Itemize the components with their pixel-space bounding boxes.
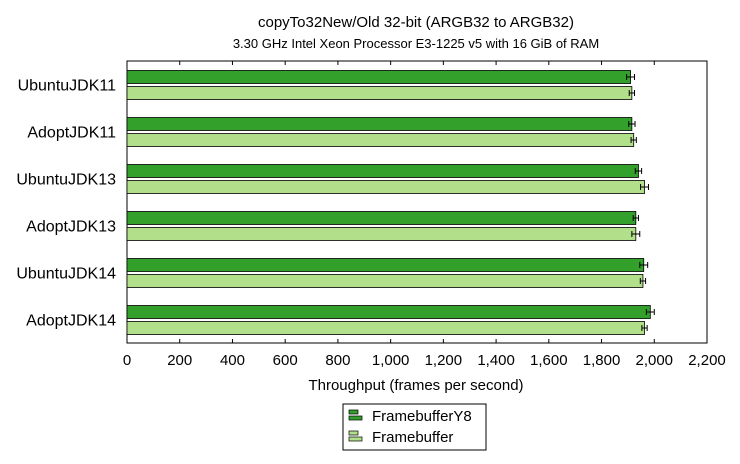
legend-frame — [342, 403, 487, 451]
bar-framebuffery8-adoptjdk13 — [126, 211, 637, 225]
bar-framebuffery8-ubuntujdk13 — [126, 164, 639, 178]
legend-swatch — [348, 415, 363, 421]
x-tick-label: 1,000 — [372, 352, 410, 369]
category-labels: UbuntuJDK11 AdoptJDK11 UbuntuJDK13 AdoptJDK… — [16, 78, 116, 330]
x-tick-label: 1,200 — [425, 352, 463, 369]
bar-framebuffery8-adoptjdk11 — [126, 117, 633, 131]
category-label: AdoptJDK11 — [27, 125, 116, 142]
bar-framebuffer-adoptjdk14 — [126, 321, 645, 335]
legend: FramebufferY8 Framebuffer — [342, 403, 487, 451]
category-label: AdoptJDK13 — [26, 219, 116, 236]
x-tick-label: 2,200 — [688, 352, 726, 369]
bar-framebuffer-ubuntujdk14 — [126, 274, 644, 288]
x-axis-ticks: 0 200 400 600 800 1,000 1,200 1,400 1,600 1,800 2,… — [123, 61, 726, 369]
bar-framebuffer-adoptjdk11 — [126, 133, 635, 147]
x-tick-label: 600 — [273, 352, 298, 369]
x-tick-label: 1,400 — [477, 352, 515, 369]
bar-framebuffery8-ubuntujdk11 — [126, 70, 631, 84]
category-label: UbuntuJDK14 — [16, 266, 116, 283]
bar-framebuffery8-adoptjdk14 — [126, 305, 651, 319]
x-tick-label: 1,800 — [583, 352, 621, 369]
x-tick-label: 1,600 — [530, 352, 568, 369]
category-label: UbuntuJDK11 — [18, 78, 117, 95]
legend-label: Framebuffer — [372, 429, 453, 446]
bars-layer — [126, 70, 655, 335]
category-label: UbuntuJDK13 — [16, 172, 116, 189]
bar-framebuffer-adoptjdk13 — [126, 227, 637, 241]
legend-swatch — [348, 409, 359, 415]
x-axis-label: Throughput (frames per second) — [308, 377, 523, 394]
category-label: AdoptJDK14 — [26, 313, 116, 330]
x-tick-label: 0 — [123, 352, 131, 369]
x-tick-label: 200 — [167, 352, 192, 369]
bar-framebuffery8-ubuntujdk14 — [126, 258, 645, 272]
legend-swatch — [348, 436, 363, 442]
chart-subtitle: 3.30 GHz Intel Xeon Processor E3-1225 v5… — [233, 36, 599, 51]
bar-framebuffer-ubuntujdk13 — [126, 180, 645, 194]
x-tick-label: 2,000 — [635, 352, 673, 369]
bar-framebuffer-ubuntujdk11 — [126, 86, 633, 100]
x-tick-label: 800 — [325, 352, 350, 369]
x-tick-label: 400 — [220, 352, 245, 369]
legend-label: FramebufferY8 — [372, 408, 472, 425]
legend-swatch — [348, 430, 359, 436]
chart-title: copyTo32New/Old 32-bit (ARGB32 to ARGB32… — [258, 14, 574, 31]
plot-area-frame — [126, 60, 708, 344]
